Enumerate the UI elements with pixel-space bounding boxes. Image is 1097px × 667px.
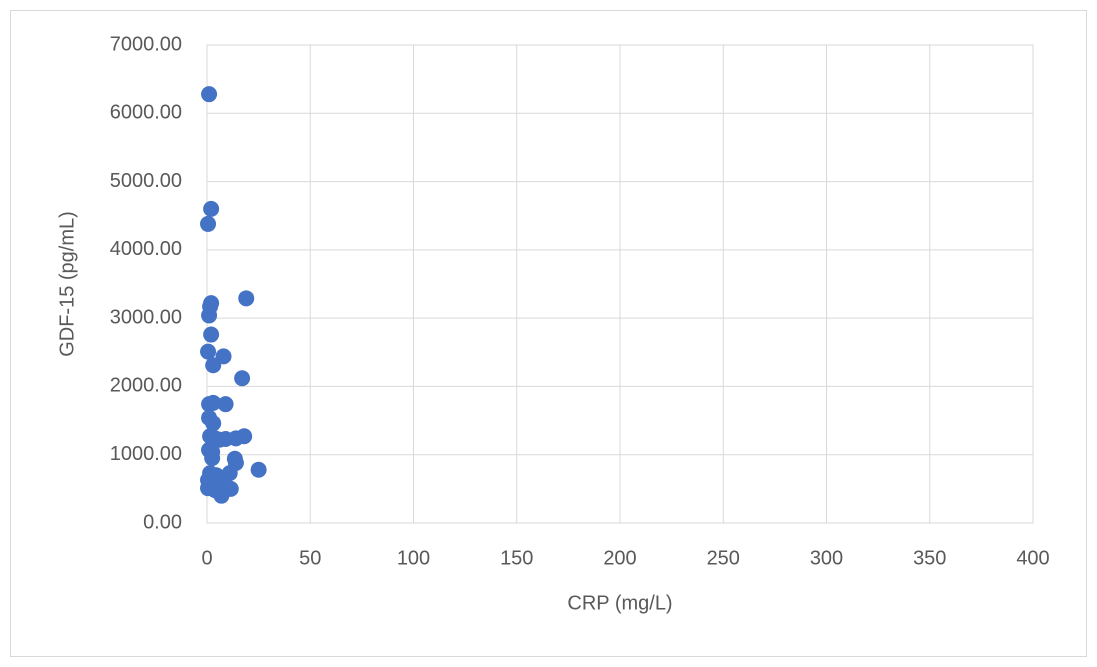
y-tick-label: 2000.00 — [110, 375, 182, 397]
x-tick-label: 250 — [707, 547, 740, 569]
x-tick-label: 200 — [603, 547, 636, 569]
x-tick-label: 300 — [810, 547, 843, 569]
point — [200, 215, 217, 232]
point — [200, 343, 217, 360]
point — [234, 370, 251, 387]
point — [250, 461, 267, 478]
x-tick-label: 350 — [913, 547, 946, 569]
point — [205, 357, 222, 374]
point — [203, 326, 220, 343]
point — [205, 415, 222, 432]
y-tick-label: 5000.00 — [110, 170, 182, 192]
chart-border — [10, 10, 1087, 657]
y-tick-label: 7000.00 — [110, 33, 182, 55]
x-tick-label: 400 — [1016, 547, 1049, 569]
y-tick-label: 3000.00 — [110, 306, 182, 328]
x-tick-label: 50 — [299, 547, 321, 569]
x-axis-title: CRP (mg/L) — [567, 592, 672, 614]
y-tick-label: 1000.00 — [110, 443, 182, 465]
point — [217, 396, 234, 413]
point — [204, 450, 221, 467]
x-tick-label: 150 — [500, 547, 533, 569]
point — [236, 428, 253, 445]
y-axis-title: GDF-15 (pg/mL) — [56, 211, 78, 357]
x-tick-label: 0 — [201, 547, 212, 569]
point — [238, 290, 255, 307]
point — [201, 86, 218, 103]
point — [201, 307, 218, 324]
point — [205, 394, 222, 411]
point — [203, 200, 220, 217]
y-tick-label: 0.00 — [143, 511, 182, 533]
point — [213, 487, 230, 504]
y-tick-label: 4000.00 — [110, 238, 182, 260]
y-tick-label: 6000.00 — [110, 102, 182, 124]
x-tick-label: 100 — [397, 547, 430, 569]
